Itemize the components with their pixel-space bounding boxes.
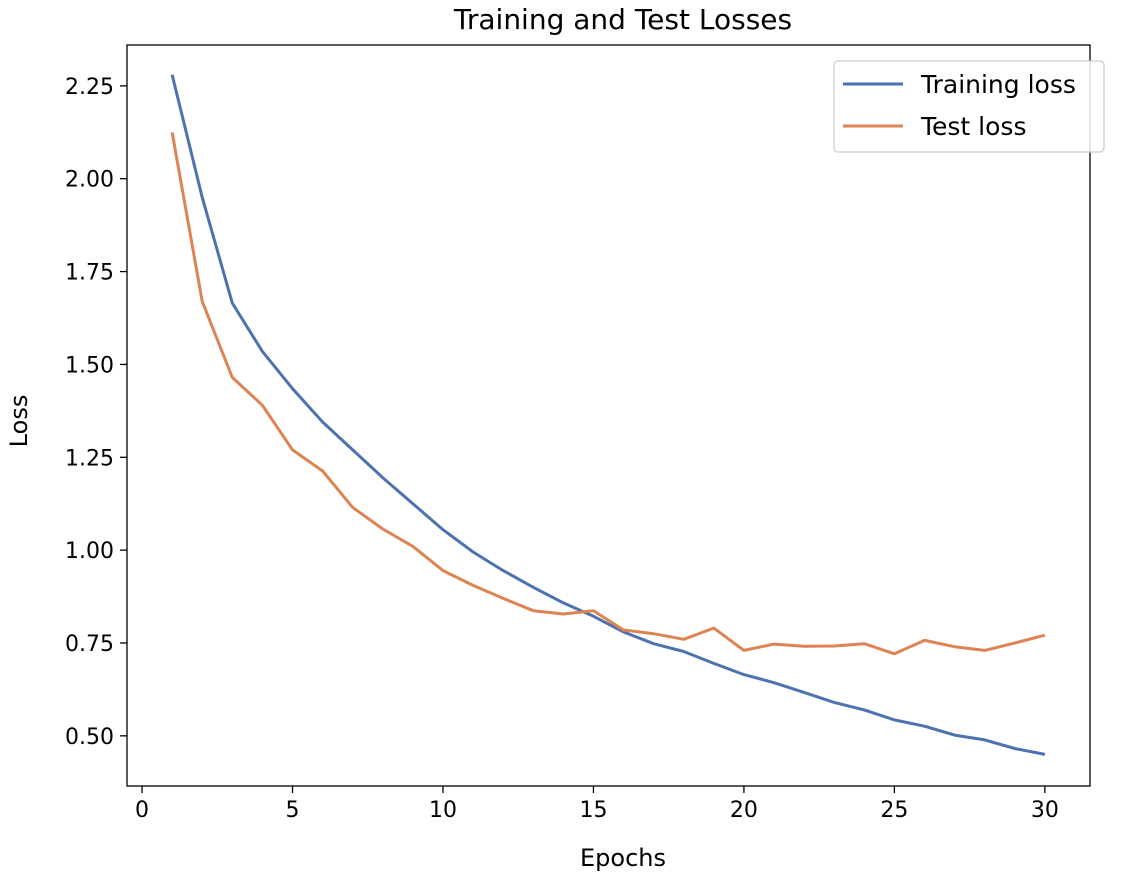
x-tick-label: 30 <box>1031 798 1059 823</box>
y-tick-label: 0.75 <box>65 632 114 657</box>
legend: Training loss Test loss <box>833 60 1105 153</box>
test-loss-line <box>170 132 1046 656</box>
chart-title: Training and Test Losses <box>453 3 792 36</box>
x-axis-label: Epochs <box>580 844 666 872</box>
y-tick-label: 0.50 <box>65 725 114 750</box>
x-tick-label: 15 <box>579 798 607 823</box>
x-tick-label: 20 <box>730 798 758 823</box>
y-tick-label: 1.75 <box>65 261 114 286</box>
x-tick-label: 10 <box>429 798 457 823</box>
series-lines <box>170 74 1046 756</box>
legend-training-label: Training loss <box>920 70 1076 99</box>
x-tick-label: 5 <box>286 798 300 823</box>
y-tick-label: 1.00 <box>65 539 114 564</box>
training-loss-line <box>170 74 1046 756</box>
y-axis-label: Loss <box>5 395 33 448</box>
legend-test-label: Test loss <box>920 112 1026 141</box>
x-tick-label: 0 <box>135 798 149 823</box>
y-tick-label: 1.25 <box>65 446 114 471</box>
x-tick-label: 25 <box>880 798 908 823</box>
plot-frame <box>126 44 1091 787</box>
y-tick-label: 2.00 <box>65 168 114 193</box>
y-tick-label: 2.25 <box>65 75 114 100</box>
axis-ticks: 0 5 10 15 20 25 30 0.50 0.75 1.00 1.25 1.50 1.75 2.00… <box>65 75 1059 823</box>
y-tick-label: 1.50 <box>65 353 114 378</box>
